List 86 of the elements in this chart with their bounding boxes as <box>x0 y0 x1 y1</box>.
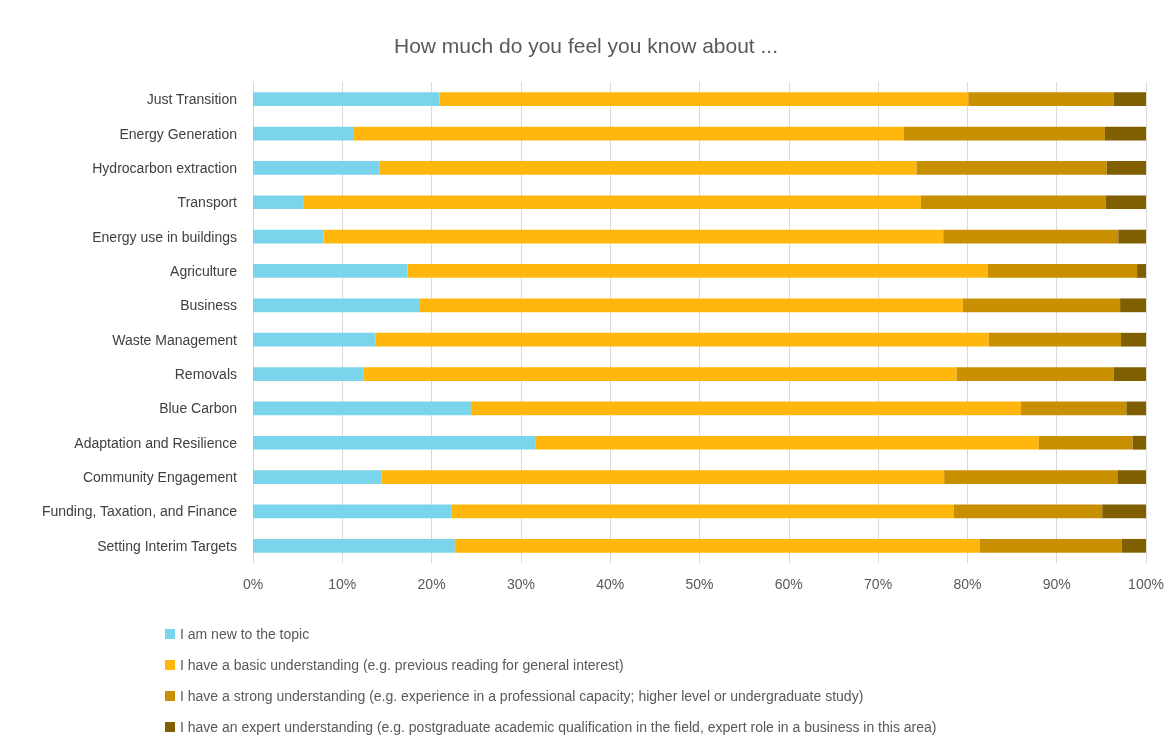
bar <box>363 367 957 381</box>
bar <box>1102 504 1146 519</box>
bar <box>451 504 955 519</box>
bar <box>954 504 1103 519</box>
y-tick-label: Energy use in buildings <box>92 228 237 245</box>
y-tick-label: Setting Interim Targets <box>97 537 237 554</box>
bar <box>916 161 1107 175</box>
bar <box>1106 161 1146 175</box>
bar <box>1132 435 1146 450</box>
bar <box>962 298 1121 313</box>
bar <box>1113 367 1146 381</box>
x-tick-label: 20% <box>417 576 446 592</box>
x-tick-label: 60% <box>774 576 803 592</box>
bar <box>439 92 969 107</box>
bar <box>1113 92 1146 107</box>
y-tick-label: Community Engagement <box>82 469 238 486</box>
chart-title: How much do you feel you know about ... <box>393 34 779 57</box>
bar <box>253 92 440 107</box>
bar <box>470 401 1021 416</box>
bar <box>253 229 324 244</box>
legend-label: I have a strong understanding (e.g. experience in a professional capacity; higher level or undergraduate study) <box>180 688 864 704</box>
x-tick-label: 100% <box>1128 576 1164 592</box>
x-tick-label: 0% <box>242 576 264 592</box>
bar <box>253 470 382 484</box>
bar <box>381 470 945 484</box>
bar <box>253 401 471 416</box>
bar <box>407 264 988 278</box>
y-tick-label: Hydrocarbon extraction <box>92 159 237 176</box>
bar <box>904 126 1105 141</box>
bar <box>1121 332 1146 347</box>
y-tick-label: Transport <box>177 194 238 211</box>
y-tick-label: Removals <box>174 366 237 383</box>
bar <box>303 195 921 210</box>
bar <box>253 126 354 141</box>
legend-label: I am new to the topic <box>180 626 310 642</box>
x-tick-label: 70% <box>864 576 893 592</box>
y-tick-label: Business <box>180 297 237 314</box>
bar <box>379 161 917 175</box>
bar <box>253 298 420 313</box>
bar <box>920 195 1106 210</box>
y-tick-label: Energy Generation <box>119 125 237 142</box>
bar <box>979 538 1122 553</box>
bar <box>1117 470 1146 484</box>
bar <box>253 367 364 381</box>
bar <box>1137 264 1146 278</box>
x-tick-label: 80% <box>953 576 982 592</box>
bar <box>535 435 1039 450</box>
bar <box>253 195 304 210</box>
bar <box>1104 126 1146 141</box>
x-tick-label: 90% <box>1042 576 1071 592</box>
bar <box>1126 401 1146 416</box>
bar <box>253 538 455 553</box>
bar <box>1118 229 1146 244</box>
bar <box>419 298 963 313</box>
y-tick-label: Funding, Taxation, and Finance <box>41 503 238 520</box>
bar <box>987 264 1138 278</box>
bar <box>253 161 380 175</box>
bar <box>944 470 1118 484</box>
legend-label: I have a basic understanding (e.g. previous reading for general interest) <box>180 657 624 673</box>
bar <box>375 332 989 347</box>
bar <box>956 367 1114 381</box>
bar <box>1020 401 1127 416</box>
bar <box>968 92 1114 107</box>
bar <box>253 332 376 347</box>
bar <box>253 504 452 519</box>
x-tick-label: 10% <box>328 576 357 592</box>
bar <box>454 538 980 553</box>
bar <box>253 264 408 278</box>
y-tick-label: Blue Carbon <box>159 400 237 417</box>
y-tick-label: Waste Management <box>112 331 238 348</box>
y-tick-label: Just Transition <box>146 91 237 108</box>
bar <box>1121 538 1146 553</box>
x-tick-label: 50% <box>685 576 714 592</box>
y-tick-label: Agriculture <box>170 262 238 279</box>
bar <box>353 126 904 141</box>
bar <box>1038 435 1133 450</box>
bar <box>323 229 944 244</box>
y-tick-label: Adaptation and Resilience <box>74 434 238 451</box>
bar <box>1105 195 1146 210</box>
bar <box>988 332 1121 347</box>
x-tick-label: 30% <box>506 576 535 592</box>
x-tick-label: 40% <box>596 576 625 592</box>
bar <box>253 435 536 450</box>
bar <box>943 229 1119 244</box>
bar <box>1120 298 1146 313</box>
legend-label: I have an expert understanding (e.g. postgraduate academic qualification in the field, expert role in a business in this area) <box>180 719 937 735</box>
